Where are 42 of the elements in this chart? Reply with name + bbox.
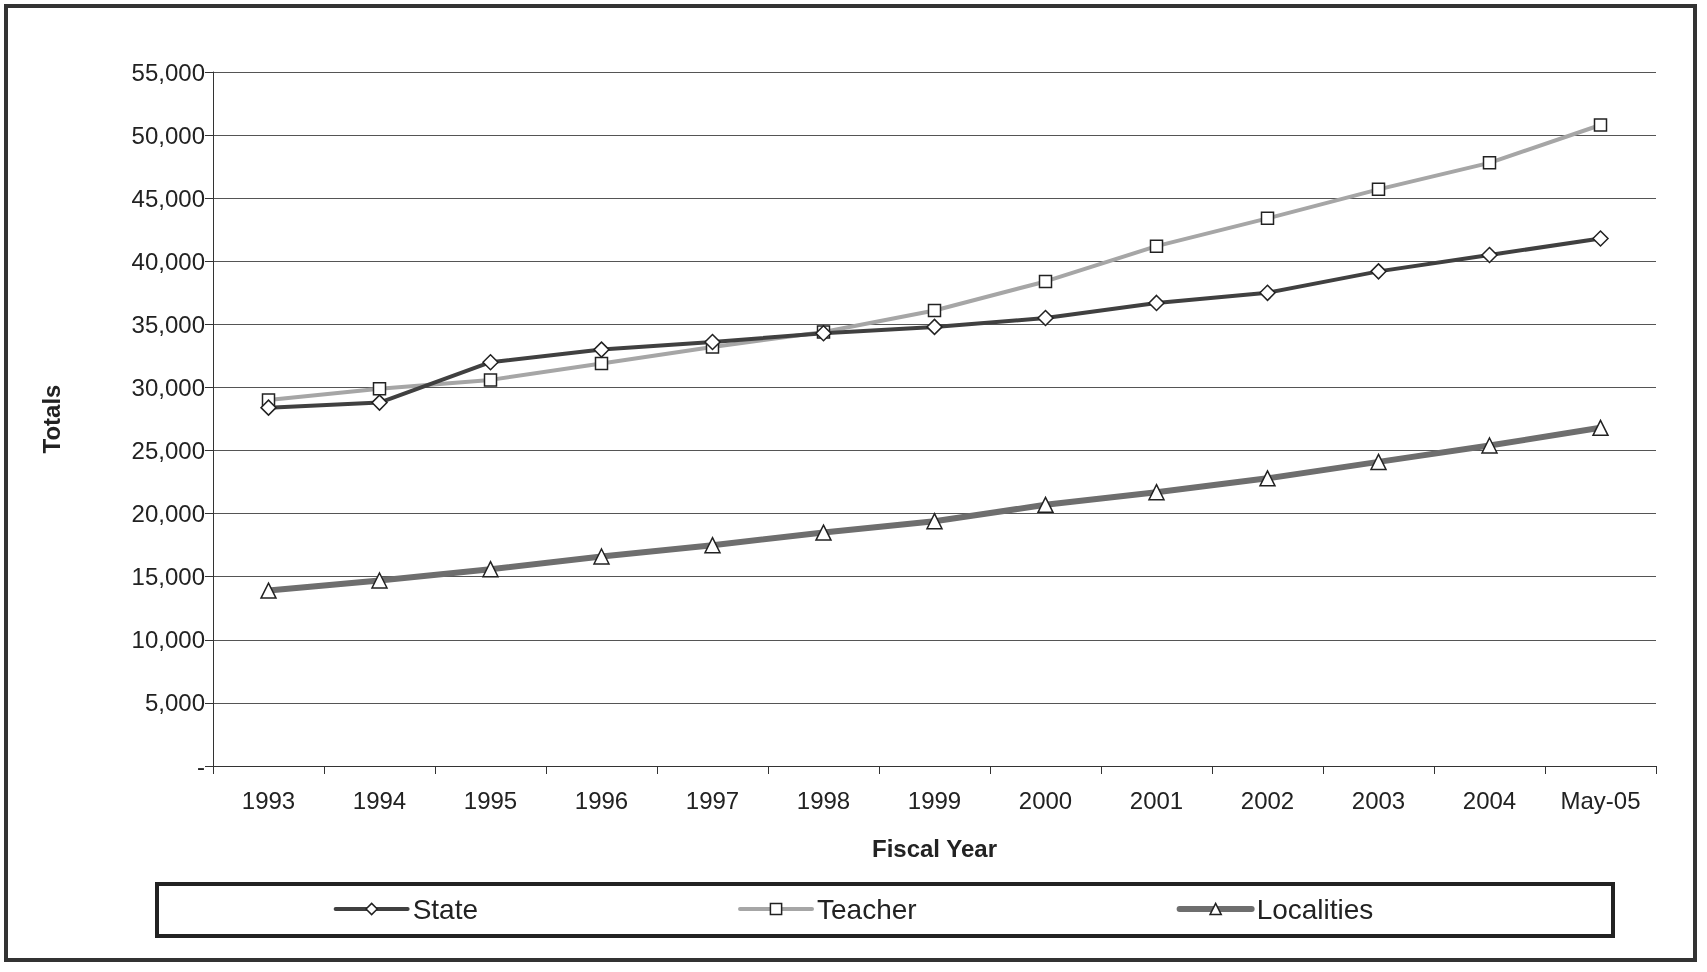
x-tick-label: 2004 [1462, 786, 1517, 814]
point [260, 399, 277, 416]
x-tick-label: May-05 [1560, 786, 1641, 814]
y-tick-label: 10,000 [131, 626, 205, 654]
y-axis-title: Totals [37, 384, 65, 454]
x-tick-label: 1995 [463, 786, 518, 814]
legend-label: Localities [1256, 893, 1374, 925]
y-tick-label: 20,000 [131, 500, 205, 528]
x-tick-label: 2000 [1018, 786, 1073, 814]
point [371, 394, 388, 411]
x-tick-label: 2003 [1351, 786, 1406, 814]
point [1037, 309, 1054, 327]
x-axis-title: Fiscal Year [872, 834, 997, 862]
point [1259, 284, 1276, 302]
y-tick-label: 50,000 [131, 121, 205, 149]
point [704, 333, 721, 351]
point [1148, 294, 1165, 312]
x-tick-label: 2002 [1240, 786, 1295, 814]
x-tick-label: 1997 [685, 786, 740, 814]
y-tick-label: - [197, 752, 205, 780]
point [1481, 246, 1498, 264]
point [482, 353, 499, 371]
y-tick-label: 25,000 [131, 437, 205, 465]
x-tick-label: 1994 [352, 786, 407, 814]
y-tick-label: 15,000 [131, 563, 205, 591]
point [1370, 263, 1387, 280]
y-tick-label: 40,000 [131, 247, 205, 275]
x-tick-label: 1998 [796, 786, 851, 814]
y-tick-label: 35,000 [131, 310, 205, 338]
x-tick-label: 2001 [1129, 786, 1184, 814]
point [593, 341, 610, 358]
y-tick-label: 55,000 [131, 58, 205, 86]
point [926, 318, 943, 336]
x-tick-label: 1996 [574, 786, 629, 814]
point [1592, 230, 1609, 247]
y-tick-label: 30,000 [131, 373, 205, 401]
x-tick-label: 1993 [241, 786, 296, 814]
y-tick-label: 5,000 [144, 689, 205, 717]
y-tick-label: 45,000 [131, 184, 205, 212]
legend-label: Teacher [817, 893, 917, 925]
legend-label: State [412, 893, 479, 925]
x-tick-label: 1999 [907, 786, 962, 814]
